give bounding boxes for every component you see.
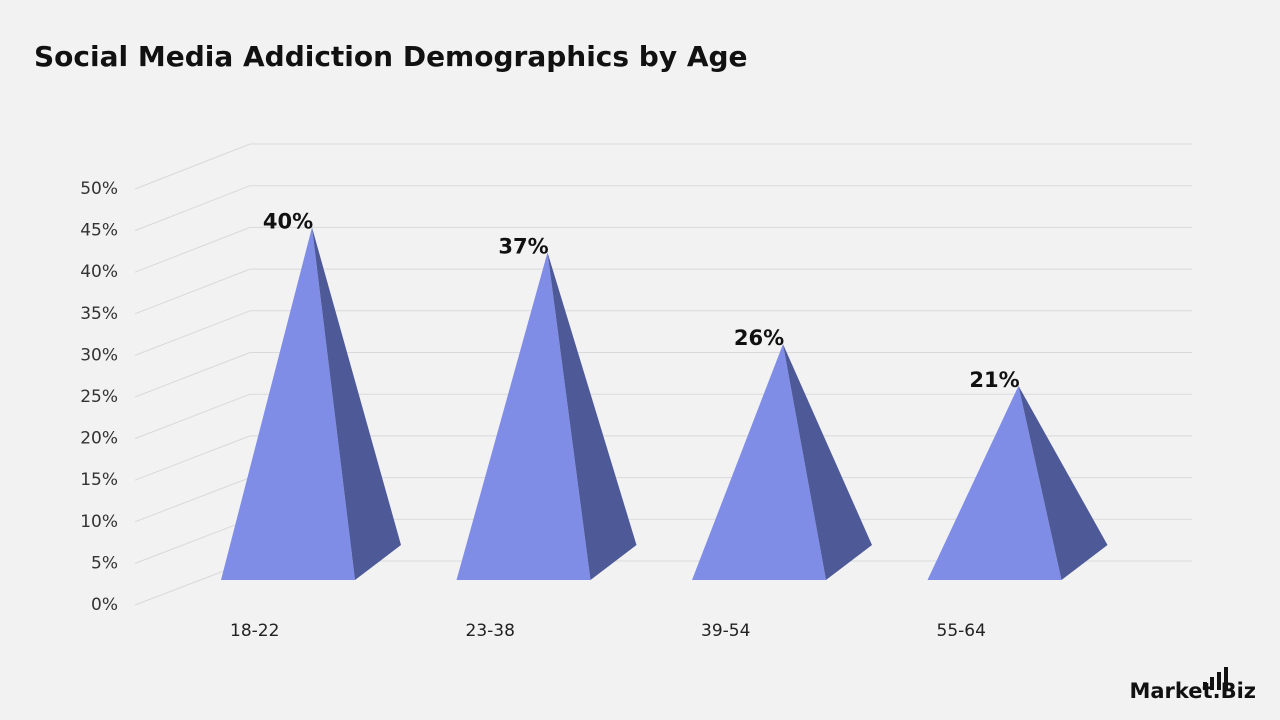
brand: Market.Biz xyxy=(1129,679,1256,703)
y-tick-label: 35% xyxy=(80,304,118,324)
x-tick-label: 39-54 xyxy=(701,621,750,641)
pyramid-front xyxy=(456,252,591,581)
y-tick-label: 5% xyxy=(91,553,118,573)
y-tick-label: 30% xyxy=(80,345,118,365)
grid-diagonal xyxy=(134,268,251,315)
grid-diagonal xyxy=(134,226,251,273)
grid-diagonal xyxy=(134,477,251,523)
pyramid-front xyxy=(927,385,1062,580)
grid-diagonal xyxy=(134,393,251,440)
y-tick-label: 40% xyxy=(80,262,118,282)
y-tick-label: 0% xyxy=(91,595,118,615)
x-tick-label: 18-22 xyxy=(230,621,279,641)
grid-diagonal xyxy=(134,352,251,398)
y-tick-label: 25% xyxy=(80,387,118,407)
grid-diagonal xyxy=(134,518,251,564)
pyramid xyxy=(221,227,401,580)
y-tick-label: 20% xyxy=(80,429,118,449)
grid-diagonal xyxy=(134,143,251,190)
pyramid-side xyxy=(783,344,872,580)
pyramid-front xyxy=(692,344,826,580)
y-tick-label: 15% xyxy=(80,470,118,490)
chart-title: Social Media Addiction Demographics by A… xyxy=(34,40,748,73)
pyramid-side xyxy=(1018,385,1108,580)
x-tick-label: 23-38 xyxy=(466,621,515,641)
x-tick-label: 55-64 xyxy=(937,621,986,641)
pyramid xyxy=(692,344,872,580)
y-tick-label: 50% xyxy=(80,179,118,199)
brand-icon xyxy=(1203,667,1228,690)
y-tick-label: 10% xyxy=(80,512,118,532)
value-label: 21% xyxy=(969,368,1019,392)
value-label: 37% xyxy=(498,234,548,258)
pyramid xyxy=(456,252,637,581)
y-tick-label: 45% xyxy=(80,221,118,241)
grid-diagonal xyxy=(134,435,251,481)
grid-diagonal xyxy=(134,310,251,356)
value-label: 26% xyxy=(734,326,784,350)
pyramid-side xyxy=(312,227,401,580)
pyramid-front xyxy=(221,227,355,580)
pyramid xyxy=(927,385,1108,580)
grid-diagonal xyxy=(134,185,251,232)
pyramid-side xyxy=(547,252,637,581)
value-label: 40% xyxy=(263,209,313,233)
